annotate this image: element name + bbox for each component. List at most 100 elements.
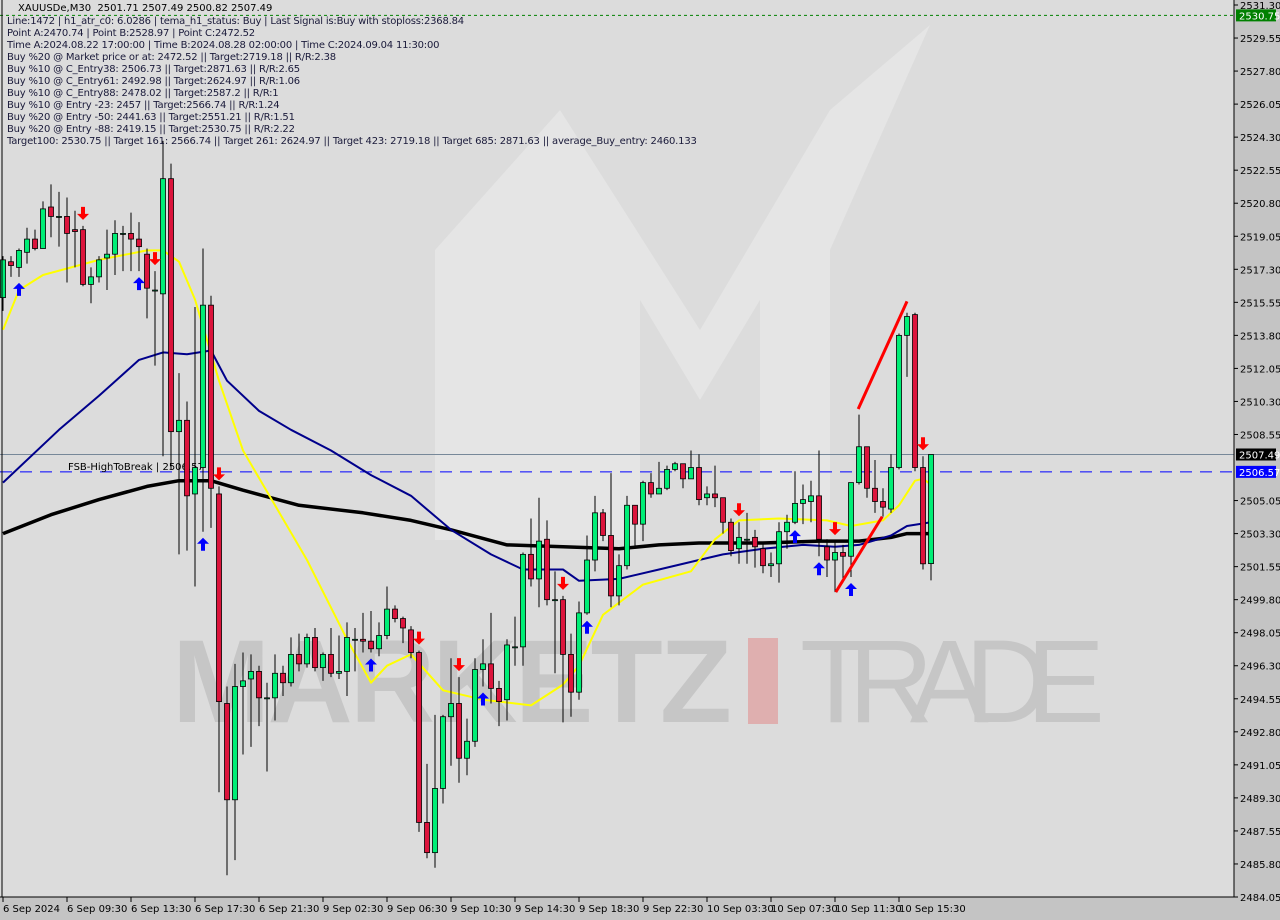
candle [688, 450, 694, 480]
candle [392, 605, 398, 623]
bull-candle-body [784, 521, 790, 533]
bull-candle-body [104, 253, 110, 259]
bear-candle-body [360, 638, 366, 642]
candle [912, 312, 918, 472]
buy-arrow-icon [197, 537, 209, 551]
bear-candle-body [608, 535, 614, 597]
bear-candle-body [544, 538, 550, 601]
bull-candle-body [304, 637, 310, 665]
bear-candle-body [872, 487, 878, 502]
bull-candle-body [464, 740, 470, 759]
bear-candle-body [168, 178, 174, 433]
bear-candle-body [840, 552, 846, 557]
candle [472, 658, 478, 747]
candle [64, 197, 70, 283]
candle [776, 522, 782, 583]
candle [568, 633, 574, 717]
bear-candle-body [184, 419, 190, 497]
candle [248, 654, 254, 747]
candle [48, 184, 54, 238]
candle [40, 201, 46, 249]
candle [200, 248, 206, 532]
candle [136, 222, 142, 272]
candles [0, 140, 934, 876]
bull-candle-body [40, 208, 46, 249]
price-tick-label: 2508.55 [1240, 430, 1280, 441]
watermark-left-text: MARKETZ [172, 616, 732, 748]
candle [328, 627, 334, 678]
sell-arrow-icon [917, 437, 929, 451]
candle [424, 763, 430, 859]
sell-arrow-icon [557, 576, 569, 590]
sell-arrow-icon [149, 252, 161, 266]
time-tick-label: 6 Sep 17:30 [195, 904, 255, 915]
candle [264, 682, 270, 772]
bear-candle-body [256, 671, 262, 699]
bear-candle-body [752, 536, 758, 548]
info-line: Time A:2024.08.22 17:00:00 | Time B:2024… [7, 40, 440, 51]
candle [104, 229, 110, 291]
bid-price-tag-label: 2507.49 [1239, 450, 1280, 461]
bull-candle-body [768, 563, 774, 567]
bull-candle-body [112, 233, 118, 255]
price-tick-label: 2505.05 [1240, 497, 1280, 508]
candle [800, 484, 806, 525]
price-tick-label: 2517.30 [1240, 265, 1280, 276]
bear-candle-body [648, 482, 654, 495]
candle [448, 658, 454, 766]
candle [704, 486, 710, 506]
bear-candle-body [816, 495, 822, 540]
info-line: Line:1472 | h1_atr_c0: 6.0286 | tema_h1_… [7, 16, 464, 27]
bull-candle-body [352, 638, 358, 641]
bull-candle-body [776, 531, 782, 565]
price-tick-label: 2512.05 [1240, 364, 1280, 375]
candle [600, 509, 606, 542]
candle [288, 637, 294, 687]
candle [184, 401, 190, 551]
bull-candle-body [576, 612, 582, 693]
candle [680, 463, 686, 489]
candle [400, 616, 406, 644]
candle [792, 471, 798, 525]
candle [768, 552, 774, 578]
candle [376, 622, 382, 657]
candle [592, 495, 598, 572]
candle [440, 714, 446, 804]
candle [640, 480, 646, 542]
time-tick-label: 6 Sep 21:30 [259, 904, 319, 915]
price-tick-label: 2524.30 [1240, 133, 1280, 144]
price-axis[interactable]: 2531.30 2529.55 2527.80 2526.05 2524.30 2522.… [1234, 1, 1280, 904]
candle [576, 601, 582, 700]
time-tick-label: 9 Sep 18:30 [579, 904, 639, 915]
time-axis[interactable]: 6 Sep 2024 6 Sep 09:30 6 Sep 13:30 6 Sep 17… [2, 897, 966, 915]
info-line: Buy %10 @ C_Entry38: 2506.73 || Target:2… [7, 64, 300, 75]
bull-candle-body [248, 671, 254, 680]
candle [888, 454, 894, 513]
trend-line [834, 515, 884, 593]
candle [208, 295, 214, 528]
bull-candle-body [264, 697, 270, 700]
bull-candle-body [432, 788, 438, 854]
candle [512, 616, 518, 666]
candle [16, 248, 22, 277]
candle [560, 595, 566, 723]
candle [840, 544, 846, 583]
bull-candle-body [240, 680, 246, 687]
bull-candle-body [928, 454, 934, 565]
bull-candle-body [0, 259, 6, 299]
bear-candle-body [8, 261, 14, 266]
candle [416, 650, 422, 832]
info-line: Buy %20 @ Market price or at: 2472.52 ||… [7, 52, 336, 63]
info-line: Buy %20 @ Entry -88: 2419.15 || Target:2… [7, 124, 295, 135]
fsb-high-to-break-price-tag-label: 2506.57 [1239, 468, 1280, 479]
candle [832, 541, 838, 593]
info-line: Buy %10 @ Entry -23: 2457 || Target:2566… [7, 100, 280, 111]
bull-candle-body [616, 565, 622, 597]
bull-candle-body [120, 233, 126, 235]
candle [168, 163, 174, 470]
candle [144, 248, 150, 319]
candle [552, 571, 558, 674]
bull-candle-body [832, 552, 838, 561]
bear-candle-body [632, 504, 638, 525]
